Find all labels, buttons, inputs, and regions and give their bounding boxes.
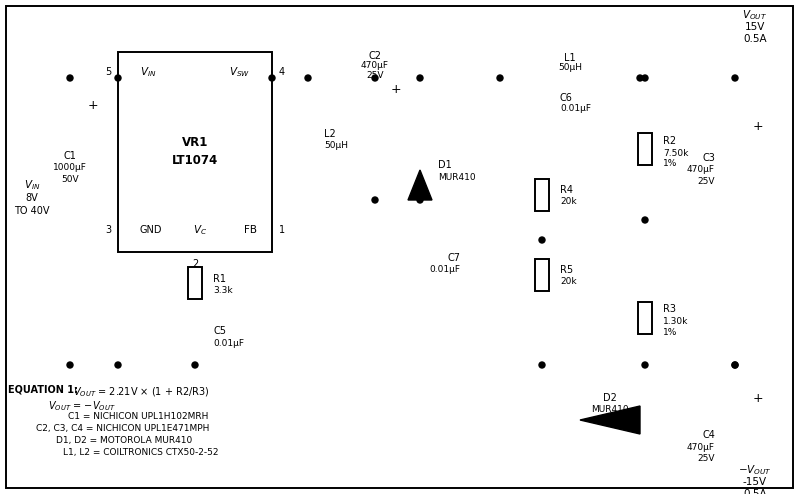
Polygon shape [580,406,640,434]
Circle shape [192,362,198,368]
Text: $-V_{OUT}$: $-V_{OUT}$ [738,463,772,477]
Text: 20k: 20k [560,198,577,206]
Bar [535,179,549,211]
Text: 0.01μF: 0.01μF [560,105,591,114]
Circle shape [637,75,643,81]
Circle shape [497,75,503,81]
Text: D1, D2 = MOTOROLA MUR410: D1, D2 = MOTOROLA MUR410 [56,436,193,445]
Circle shape [372,75,378,81]
Bar [188,267,202,299]
Circle shape [732,362,738,368]
Circle shape [732,75,738,81]
Bar [535,259,549,291]
Text: 50μH: 50μH [558,64,582,73]
Text: 1%: 1% [663,328,678,337]
Text: +: + [88,99,98,113]
Text: $V_{OUT}$ = $-V_{OUT}$: $V_{OUT}$ = $-V_{OUT}$ [48,399,116,413]
Text: C6: C6 [560,93,573,103]
Bar [638,301,652,333]
Circle shape [67,75,73,81]
Text: 5: 5 [105,67,111,77]
Text: 20k: 20k [560,278,577,287]
Text: 2: 2 [192,259,198,269]
Text: 470μF: 470μF [687,165,715,174]
Text: L1: L1 [564,53,576,63]
Text: R4: R4 [560,185,573,195]
Text: 50μH: 50μH [324,141,348,151]
Text: $V_{SW}$: $V_{SW}$ [229,65,250,79]
Text: R5: R5 [560,265,573,275]
Text: C5: C5 [213,326,226,336]
Text: 0.01μF: 0.01μF [429,265,460,275]
Text: D1: D1 [438,160,451,170]
Circle shape [115,362,121,368]
Text: 470μF: 470μF [687,443,715,452]
Text: C7: C7 [447,253,460,263]
Text: 1.30k: 1.30k [663,317,689,326]
Text: GND: GND [140,225,162,235]
Text: 3: 3 [105,225,111,235]
Text: 470μF: 470μF [361,61,389,71]
Bar [638,133,652,165]
Text: C1 = NICHICON UPL1H102MRH: C1 = NICHICON UPL1H102MRH [68,412,209,421]
Text: C2: C2 [368,51,381,61]
Text: C3: C3 [702,153,715,163]
Circle shape [642,217,648,223]
Text: +: + [391,83,402,96]
Circle shape [417,197,423,203]
Bar [118,52,272,252]
Text: D2: D2 [603,393,617,403]
Text: LT1074: LT1074 [172,154,218,166]
Text: 7.50k: 7.50k [663,149,689,158]
Text: L1, L2 = COILTRONICS CTX50-2-52: L1, L2 = COILTRONICS CTX50-2-52 [63,448,218,457]
Text: 15V: 15V [745,22,765,32]
Text: VR1: VR1 [182,135,209,149]
Circle shape [305,75,311,81]
Text: R1: R1 [213,274,226,284]
Text: $V_{IN}$: $V_{IN}$ [140,65,157,79]
Text: R2: R2 [663,136,676,146]
Text: L2: L2 [324,129,336,139]
Text: C1: C1 [64,151,77,161]
Text: 0.5A: 0.5A [743,34,767,44]
Circle shape [115,75,121,81]
Circle shape [642,75,648,81]
Text: 1%: 1% [663,160,678,168]
Text: 4: 4 [279,67,285,77]
Text: C2, C3, C4 = NICHICON UPL1E471MPH: C2, C3, C4 = NICHICON UPL1E471MPH [36,424,209,433]
Circle shape [67,362,73,368]
Text: $V_{OUT}$: $V_{OUT}$ [742,8,768,22]
Text: 25V: 25V [698,453,715,462]
Text: +: + [753,392,764,405]
Text: -15V: -15V [743,477,767,487]
Text: +: + [753,120,764,132]
Text: TO 40V: TO 40V [14,206,50,216]
Text: 25V: 25V [366,72,384,81]
Polygon shape [408,170,432,200]
Circle shape [642,362,648,368]
Text: R3: R3 [663,304,676,315]
Text: 0.5A: 0.5A [743,489,767,494]
Text: MUR410: MUR410 [438,172,475,181]
Text: EQUATION 1:: EQUATION 1: [8,385,81,395]
Text: $V_{IN}$: $V_{IN}$ [24,178,40,192]
Circle shape [269,75,275,81]
Text: 50V: 50V [62,175,79,184]
Text: $V_{OUT}$ = 2.21V × (1 + R2/R3): $V_{OUT}$ = 2.21V × (1 + R2/R3) [73,385,209,399]
Text: 8V: 8V [26,193,38,203]
Text: 1000μF: 1000μF [53,164,87,172]
Text: 3.3k: 3.3k [213,286,233,295]
Text: 0.01μF: 0.01μF [213,338,244,347]
Text: C4: C4 [702,430,715,440]
Circle shape [539,362,545,368]
Text: FB: FB [244,225,257,235]
Text: 1: 1 [279,225,285,235]
Circle shape [539,237,545,243]
Circle shape [372,197,378,203]
Text: $V_C$: $V_C$ [193,223,207,237]
Text: 25V: 25V [698,176,715,186]
Text: MUR410: MUR410 [591,405,629,413]
Circle shape [417,75,423,81]
Circle shape [732,362,738,368]
